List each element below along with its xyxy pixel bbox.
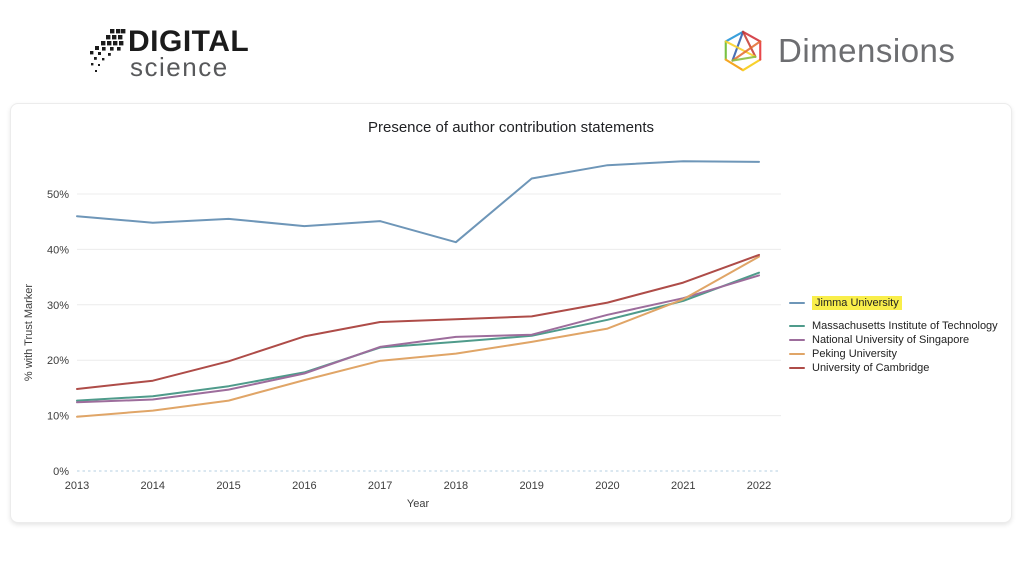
y-tick-label-30: 30% [47,300,69,312]
dimensions-logo: Dimensions [720,28,955,74]
legend-swatch [789,367,805,369]
legend-label: University of Cambridge [812,362,930,374]
y-tick-label-20: 20% [47,355,69,367]
y-tick-label-50: 50% [47,189,69,201]
digital-science-wordmark: DIGITAL science [128,25,250,82]
digital-science-logo: DIGITAL science [86,25,250,82]
x-tick-label-2021: 2021 [671,480,695,492]
x-tick-label-2013: 2013 [65,480,89,492]
line-chart: 0% 10% 20% 30% 40% 50% 2013 2014 2015 2016 2017 201… [23,160,781,510]
y-axis-label: % with Trust Marker [23,284,35,382]
digital-science-word-science: science [130,52,229,82]
x-tick-label-2016: 2016 [292,480,316,492]
series-line-massachusetts-institute-of-technology [76,271,760,402]
legend-label: National University of Singapore [812,334,970,346]
series-line-peking-university [76,255,760,418]
x-tick-label-2019: 2019 [519,480,543,492]
legend-swatch [789,339,805,341]
legend-label: Peking University [812,348,897,360]
x-axis-label: Year [407,498,430,510]
legend-item-university-of-cambridge[interactable]: University of Cambridge [789,361,1013,375]
x-tick-label-2017: 2017 [368,480,392,492]
dimensions-hexagon-icon [724,30,762,72]
x-tick-label-2018: 2018 [444,480,468,492]
legend-item-jimma-university[interactable]: Jimma University [789,296,1013,310]
legend-swatch [789,325,805,327]
y-tick-label-10: 10% [47,411,69,423]
x-tick-label-2015: 2015 [216,480,240,492]
chart-legend: Jimma University Massachusetts Institute … [789,296,1013,375]
x-tick-label-2022: 2022 [747,480,771,492]
chart-title: Presence of author contribution statemen… [368,119,654,136]
chart-card: Presence of author contribution statemen… [10,103,1012,523]
y-tick-label-0: 0% [53,466,69,478]
x-tick-label-2014: 2014 [141,480,165,492]
x-tick-label-2020: 2020 [595,480,619,492]
legend-item-national-university-of-singapore[interactable]: National University of Singapore [789,333,1013,347]
legend-swatch [789,353,805,355]
legend-swatch [789,302,805,304]
digital-science-word-digital: DIGITAL [128,25,250,58]
legend-item-massachusetts-institute-of-technology[interactable]: Massachusetts Institute of Technology [789,319,1013,333]
dimensions-wordmark: Dimensions [778,32,956,69]
series-line-jimma-university [76,160,760,244]
series-line-national-university-of-singapore [76,274,760,404]
legend-label: Jimma University [812,296,902,310]
legend-item-peking-university[interactable]: Peking University [789,347,1013,361]
legend-label: Massachusetts Institute of Technology [812,320,998,332]
series-line-university-of-cambridge [76,253,760,390]
y-tick-label-40: 40% [47,244,69,256]
digital-science-pixel-icon [90,29,126,72]
